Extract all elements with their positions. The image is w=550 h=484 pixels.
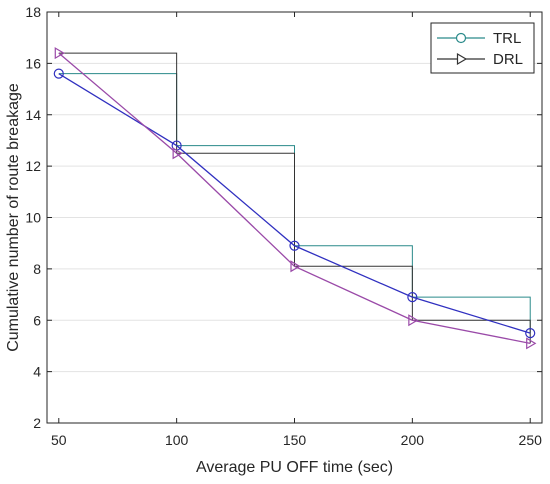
x-tick-label-100: 100 bbox=[165, 432, 189, 448]
point-trl-200 bbox=[407, 292, 418, 303]
x-axis-label: Average PU OFF time (sec) bbox=[196, 459, 393, 476]
y-tick-label-16: 16 bbox=[25, 55, 41, 71]
y-tick-label-10: 10 bbox=[25, 210, 41, 226]
y-tick-label-8: 8 bbox=[33, 261, 41, 277]
point-trl-150 bbox=[289, 240, 300, 251]
legend-marker-drl bbox=[456, 52, 468, 66]
series-line-drl bbox=[58, 52, 531, 345]
x-axis-ticks: 50 100 150 200 250 bbox=[51, 12, 542, 448]
point-drl-100 bbox=[172, 147, 183, 160]
series-line-trl bbox=[58, 73, 531, 334]
y-axis-label: Cumulative number of route breakage bbox=[5, 83, 22, 352]
y-tick-label-18: 18 bbox=[25, 4, 41, 20]
x-tick-label-150: 150 bbox=[283, 432, 307, 448]
y-tick-label-4: 4 bbox=[33, 364, 41, 380]
point-trl-250 bbox=[525, 327, 536, 339]
legend-label-trl: TRL bbox=[493, 30, 521, 47]
point-drl-250 bbox=[526, 337, 537, 350]
series-lines bbox=[53, 47, 537, 350]
step-lines bbox=[58, 52, 531, 344]
legend-box bbox=[430, 22, 535, 74]
step-line-drl bbox=[58, 52, 531, 344]
point-drl-150 bbox=[290, 260, 301, 273]
y-tick-label-2: 2 bbox=[33, 415, 41, 431]
point-drl-50 bbox=[54, 47, 65, 60]
legend-label-drl: DRL bbox=[493, 51, 523, 68]
y-axis-ticks: 2 4 6 8 10 12 14 16 18 bbox=[25, 4, 542, 431]
y-tick-label-14: 14 bbox=[25, 107, 41, 123]
y-tick-label-6: 6 bbox=[33, 312, 41, 328]
legend-marker-trl bbox=[455, 32, 467, 44]
x-tick-label-50: 50 bbox=[51, 432, 67, 448]
x-tick-label-250: 250 bbox=[519, 432, 543, 448]
x-tick-label-200: 200 bbox=[401, 432, 425, 448]
point-drl-200 bbox=[408, 314, 419, 327]
legend: TRL DRL bbox=[430, 22, 535, 74]
y-tick-label-12: 12 bbox=[25, 158, 41, 174]
point-trl-50 bbox=[53, 68, 64, 79]
